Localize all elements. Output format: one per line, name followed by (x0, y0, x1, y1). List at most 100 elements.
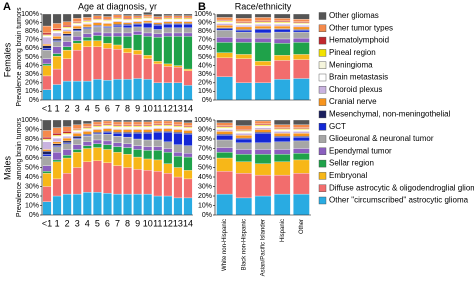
y-axis-label: Prevalence among brain tumors (16, 117, 23, 217)
bar-segment (153, 139, 163, 147)
bar-segment (62, 58, 72, 82)
bar-segment (92, 147, 102, 162)
y-tick-label: 10% (198, 88, 212, 95)
bar-segment (72, 119, 82, 125)
bar-segment (113, 135, 122, 143)
bar-segment (235, 37, 253, 43)
bar-segment (103, 192, 112, 216)
x-tick-label: 9 (135, 218, 140, 228)
bar-segment (183, 153, 193, 158)
bar-segment (42, 186, 52, 202)
bar-segment (173, 82, 183, 101)
y-tick-label: 20% (25, 193, 39, 200)
bar-segment (62, 33, 72, 36)
bar-segment (183, 197, 193, 216)
bar-segment (72, 31, 82, 37)
bar-segment (153, 120, 163, 124)
bar-segment (52, 141, 62, 144)
bar-segment (133, 121, 143, 125)
x-tick-label: Hispanic (280, 219, 286, 242)
bar-segment (82, 28, 92, 34)
bar-segment (273, 55, 291, 61)
bar-segment (273, 24, 291, 27)
y-tick-label: 10% (25, 88, 39, 95)
bar-segment (254, 133, 272, 143)
bar-segment (163, 15, 173, 18)
legend-label: Sellar region (329, 159, 374, 168)
bar-segment (254, 61, 272, 66)
bar-segment (133, 34, 143, 51)
bar-segment (82, 161, 92, 193)
bar-segment (103, 27, 112, 34)
bar-segment (254, 120, 272, 124)
x-tick-label: 14 (183, 218, 193, 228)
bar-segment (133, 26, 143, 32)
legend-label: Other "circumscribed" astrocytic glioma (329, 196, 469, 205)
bar-segment (163, 152, 173, 164)
bar-segment (173, 67, 183, 83)
bar-segment (163, 163, 173, 174)
bar-segment (62, 119, 72, 127)
bar-segment (42, 130, 52, 138)
bar-segment (62, 36, 72, 42)
bar-segment (293, 13, 310, 20)
bar-segment (163, 27, 173, 34)
bar-segment (62, 149, 72, 156)
bar-segment (173, 155, 183, 168)
bar-segment (72, 124, 82, 129)
bar-segment (183, 24, 193, 28)
bar-segment (254, 163, 272, 176)
x-tick-label: 12 (163, 103, 173, 113)
bar-segment (163, 128, 173, 132)
x-tick-label: 5 (95, 103, 100, 113)
bar-segment (103, 80, 112, 101)
bar-segment (273, 131, 291, 134)
bar-segment (143, 170, 153, 195)
bar-segment (235, 31, 253, 39)
bar-segment (153, 63, 163, 83)
bar-segment (143, 150, 153, 160)
x-tick-label: 11 (153, 103, 162, 113)
bar-segment (103, 140, 112, 145)
x-tick-label: 7 (115, 218, 120, 228)
bar-segment (92, 121, 102, 125)
bar-segment (293, 59, 310, 79)
bar-segment (254, 174, 272, 197)
bar-segment (163, 32, 173, 37)
bar-segment (92, 46, 102, 80)
bar-segment (133, 169, 143, 195)
row-label: Males (2, 156, 12, 181)
bar-segment (216, 122, 233, 126)
bar-segment (72, 40, 82, 44)
bar-segment (273, 43, 291, 56)
bar-segment (273, 174, 291, 195)
y-tick-label: 60% (198, 45, 212, 52)
row-label: Females (2, 42, 12, 77)
bar-segment (273, 119, 291, 125)
bar-segment (103, 36, 112, 44)
bar-segment (254, 37, 272, 43)
bar-segment (72, 193, 82, 216)
bar-segment (235, 138, 253, 143)
bar-segment (143, 119, 153, 123)
legend-swatch (318, 110, 327, 119)
bar-segment (293, 136, 310, 142)
bar-segment (293, 133, 310, 137)
bar-segment (92, 160, 102, 193)
legend-label: Diffuse astrocytic & oligodendroglial gl… (329, 183, 474, 192)
bar-segment (123, 136, 132, 144)
bar-segment (42, 201, 52, 216)
bar-segment (52, 41, 62, 47)
bar-segment (42, 136, 52, 140)
bar-segment (143, 139, 153, 147)
bar-segment (173, 13, 183, 16)
bar-segment (163, 82, 173, 101)
bar-segment (235, 142, 253, 150)
x-tick-label: 10 (143, 103, 153, 113)
legend-label: Pineal region (329, 48, 376, 57)
x-tick-label: 3 (75, 103, 80, 113)
legend-swatch (318, 172, 327, 180)
bar-segment (42, 171, 52, 174)
legend-swatch (318, 36, 327, 45)
x-tick-label: Asian/Pacific Islander (261, 219, 267, 276)
